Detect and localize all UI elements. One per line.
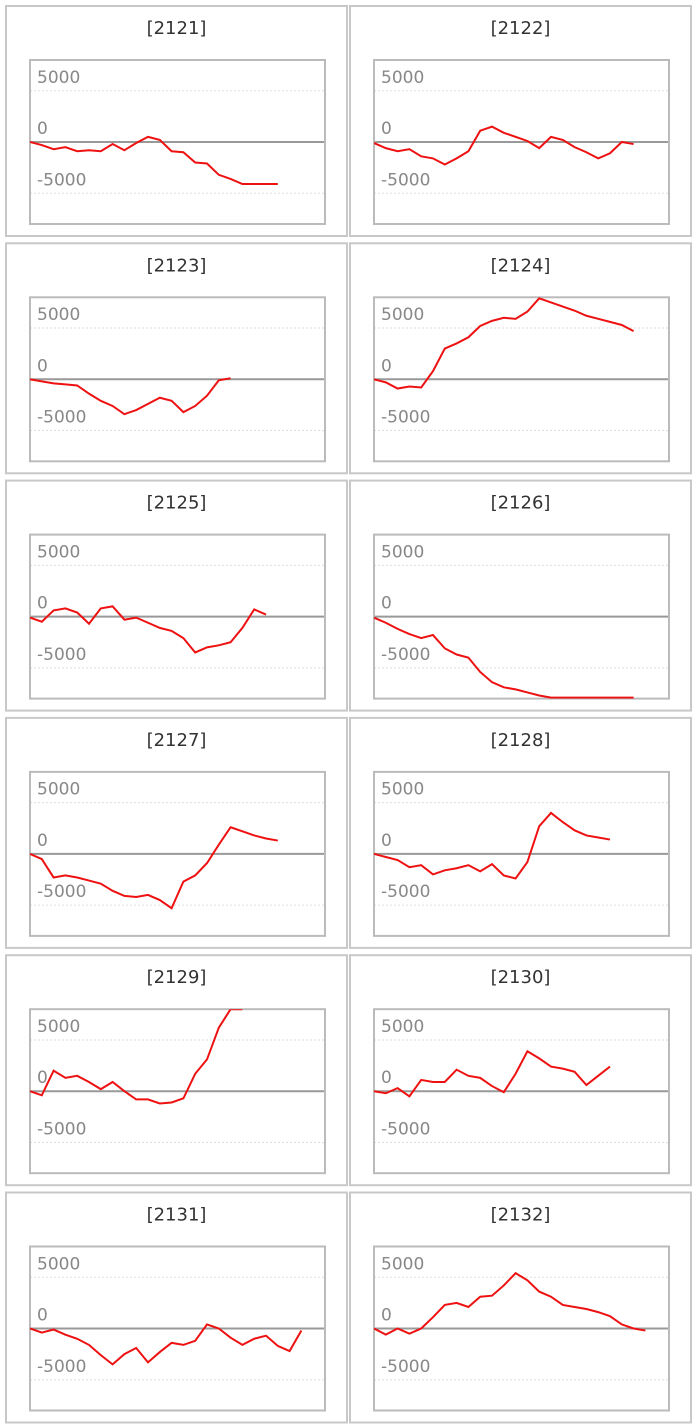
chart-title: [2125] <box>147 493 207 514</box>
plot <box>30 605 267 654</box>
y-tick-label: 0 <box>381 831 392 851</box>
line <box>374 297 635 390</box>
y-tick-label: -5000 <box>37 882 86 902</box>
line <box>30 377 231 416</box>
y-tick-label: -5000 <box>381 1119 430 1139</box>
y-tick-label: 0 <box>381 594 392 614</box>
panel <box>349 954 692 1187</box>
plot <box>30 826 278 910</box>
chart-title: [2121] <box>147 18 207 39</box>
panel <box>5 242 348 475</box>
y-tick-label: -5000 <box>37 170 86 190</box>
plot <box>374 811 611 880</box>
y-tick-label: 5000 <box>37 305 80 325</box>
line <box>374 1271 646 1336</box>
y-tick-label: -5000 <box>381 408 430 428</box>
plot-frame <box>373 533 670 700</box>
panel <box>5 479 348 712</box>
y-tick-label: 5000 <box>37 1017 80 1037</box>
plot-frame <box>29 533 326 700</box>
chart-title: [2132] <box>491 1205 551 1226</box>
y-tick-label: 0 <box>37 831 48 851</box>
y-tick-label: -5000 <box>381 170 430 190</box>
y-tick-label: 0 <box>37 356 48 376</box>
y-tick-label: -5000 <box>381 882 430 902</box>
panel <box>5 954 348 1187</box>
panel <box>5 1191 348 1424</box>
y-tick-label: -5000 <box>37 1357 86 1377</box>
y-tick-label: -5000 <box>381 1357 430 1377</box>
y-tick-label: 5000 <box>381 780 424 800</box>
line <box>374 811 611 880</box>
line <box>30 605 267 654</box>
chart-title: [2130] <box>491 967 551 988</box>
y-tick-label: 5000 <box>381 305 424 325</box>
y-tick-label: 0 <box>37 119 48 139</box>
chart-title: [2127] <box>147 730 207 751</box>
plot <box>374 1271 646 1336</box>
y-tick-label: 5000 <box>37 780 80 800</box>
y-tick-label: 0 <box>381 356 392 376</box>
line <box>374 616 634 699</box>
y-tick-label: 5000 <box>381 68 424 88</box>
chart-title: [2124] <box>491 255 551 276</box>
plot <box>374 1049 611 1098</box>
y-tick-label: -5000 <box>37 645 86 665</box>
y-tick-label: 0 <box>37 1068 48 1088</box>
chart-title: [2131] <box>147 1205 207 1226</box>
line <box>30 135 278 186</box>
y-tick-label: 0 <box>381 1306 392 1326</box>
y-tick-label: 0 <box>381 119 392 139</box>
y-tick-label: -5000 <box>381 645 430 665</box>
chart-title: [2123] <box>147 255 207 276</box>
line <box>30 826 278 910</box>
y-tick-label: 5000 <box>381 1254 424 1274</box>
y-tick-label: 0 <box>37 1306 48 1326</box>
y-tick-label: 0 <box>37 594 48 614</box>
y-tick-label: -5000 <box>37 408 86 428</box>
plot <box>374 297 635 390</box>
chart-title: [2129] <box>147 967 207 988</box>
plot <box>30 1009 243 1105</box>
y-tick-label: 0 <box>381 1068 392 1088</box>
plot <box>374 616 634 699</box>
panel <box>5 5 348 237</box>
y-tick-label: 5000 <box>381 542 424 562</box>
panel <box>349 716 692 949</box>
chart-title: [2128] <box>491 730 551 751</box>
y-tick-label: 5000 <box>37 1254 80 1274</box>
plot <box>30 377 231 416</box>
panel <box>5 716 348 949</box>
line <box>30 1323 303 1366</box>
panel <box>349 1191 692 1424</box>
panel <box>349 479 692 712</box>
plot <box>374 125 634 166</box>
plot-frame <box>373 59 670 225</box>
plot <box>30 1323 303 1366</box>
line <box>374 1049 611 1098</box>
chart-title: [2126] <box>491 493 551 514</box>
line <box>374 125 634 166</box>
chart-title: [2122] <box>491 18 551 39</box>
line <box>30 1009 243 1105</box>
y-tick-label: 5000 <box>37 542 80 562</box>
y-tick-label: 5000 <box>37 68 80 88</box>
plot <box>30 135 278 186</box>
y-tick-label: -5000 <box>37 1119 86 1139</box>
panel <box>349 5 692 237</box>
panel <box>349 242 692 475</box>
y-tick-label: 5000 <box>381 1017 424 1037</box>
